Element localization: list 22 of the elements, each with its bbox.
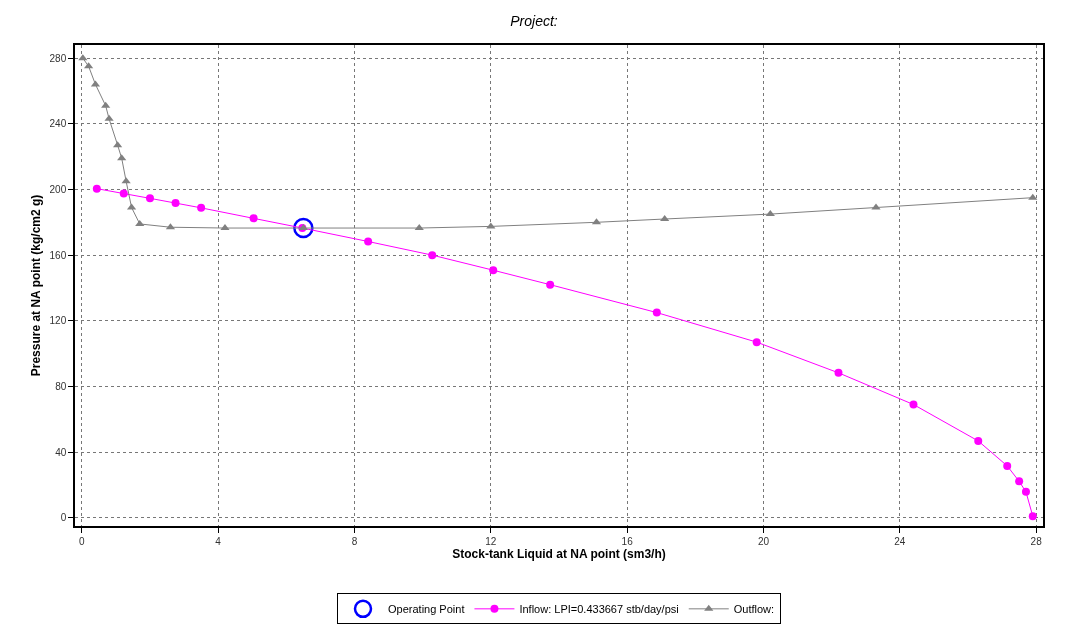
y-tick-label: 120 <box>49 315 67 327</box>
x-tick-label: 28 <box>1030 535 1043 547</box>
x-tick-label: 0 <box>79 535 86 547</box>
x-tick-label: 12 <box>485 535 497 547</box>
chart-title: Project: <box>510 12 558 29</box>
x-tick-label: 16 <box>621 535 634 547</box>
legend-label: Outflow: <box>733 603 775 616</box>
x-tick-label: 20 <box>757 535 770 547</box>
y-tick-label: 200 <box>49 183 67 195</box>
legend-label: Inflow: LPI=0.433667 stb/day/psi <box>519 603 679 616</box>
y-tick-label: 0 <box>60 512 67 524</box>
y-tick-label: 280 <box>49 52 67 64</box>
x-axis-title: Stock-tank Liquid at NA point (sm3/h) <box>452 547 666 562</box>
y-tick-label: 80 <box>55 380 67 392</box>
y-tick-label: 240 <box>49 118 67 130</box>
x-tick-label: 8 <box>351 535 358 547</box>
y-axis-title: Pressure at NA point (kg/cm2 g) <box>29 194 44 377</box>
y-tick-label: 160 <box>49 249 67 261</box>
x-tick-label: 4 <box>215 535 222 547</box>
x-tick-label: 24 <box>894 535 906 547</box>
y-tick-label: 40 <box>55 446 67 458</box>
legend-label: Operating Point <box>388 603 465 616</box>
